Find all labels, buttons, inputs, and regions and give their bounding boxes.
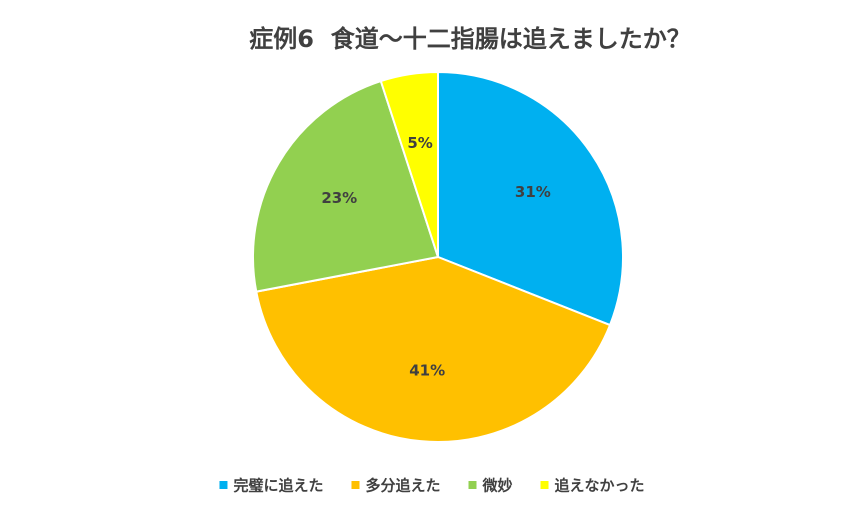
legend-marker [351,481,360,489]
legend-label: 微妙 [482,477,513,495]
pie: 31% 41% 23% 5% [252,70,624,443]
legend-marker [468,481,477,489]
pie-slice [255,255,612,443]
legend: 完璧に追えた 多分追えた 微妙 追えなかった [219,477,645,495]
data-label: 23% [321,189,357,207]
legend-label: 追えなかった [555,477,645,495]
pie-slice [437,70,624,327]
chart-title: 症例6 食道～十二指腸は追えましたか？ [249,25,690,53]
pie-slice [379,70,439,258]
legend-label: 多分追えた [365,477,440,495]
data-label: 41% [409,362,445,380]
legend-label: 完璧に追えた [233,477,323,495]
pie-slice [252,79,440,293]
legend-marker [219,481,228,489]
legend-marker [540,481,549,489]
data-label: 5% [407,134,432,152]
data-label: 31% [515,183,551,201]
